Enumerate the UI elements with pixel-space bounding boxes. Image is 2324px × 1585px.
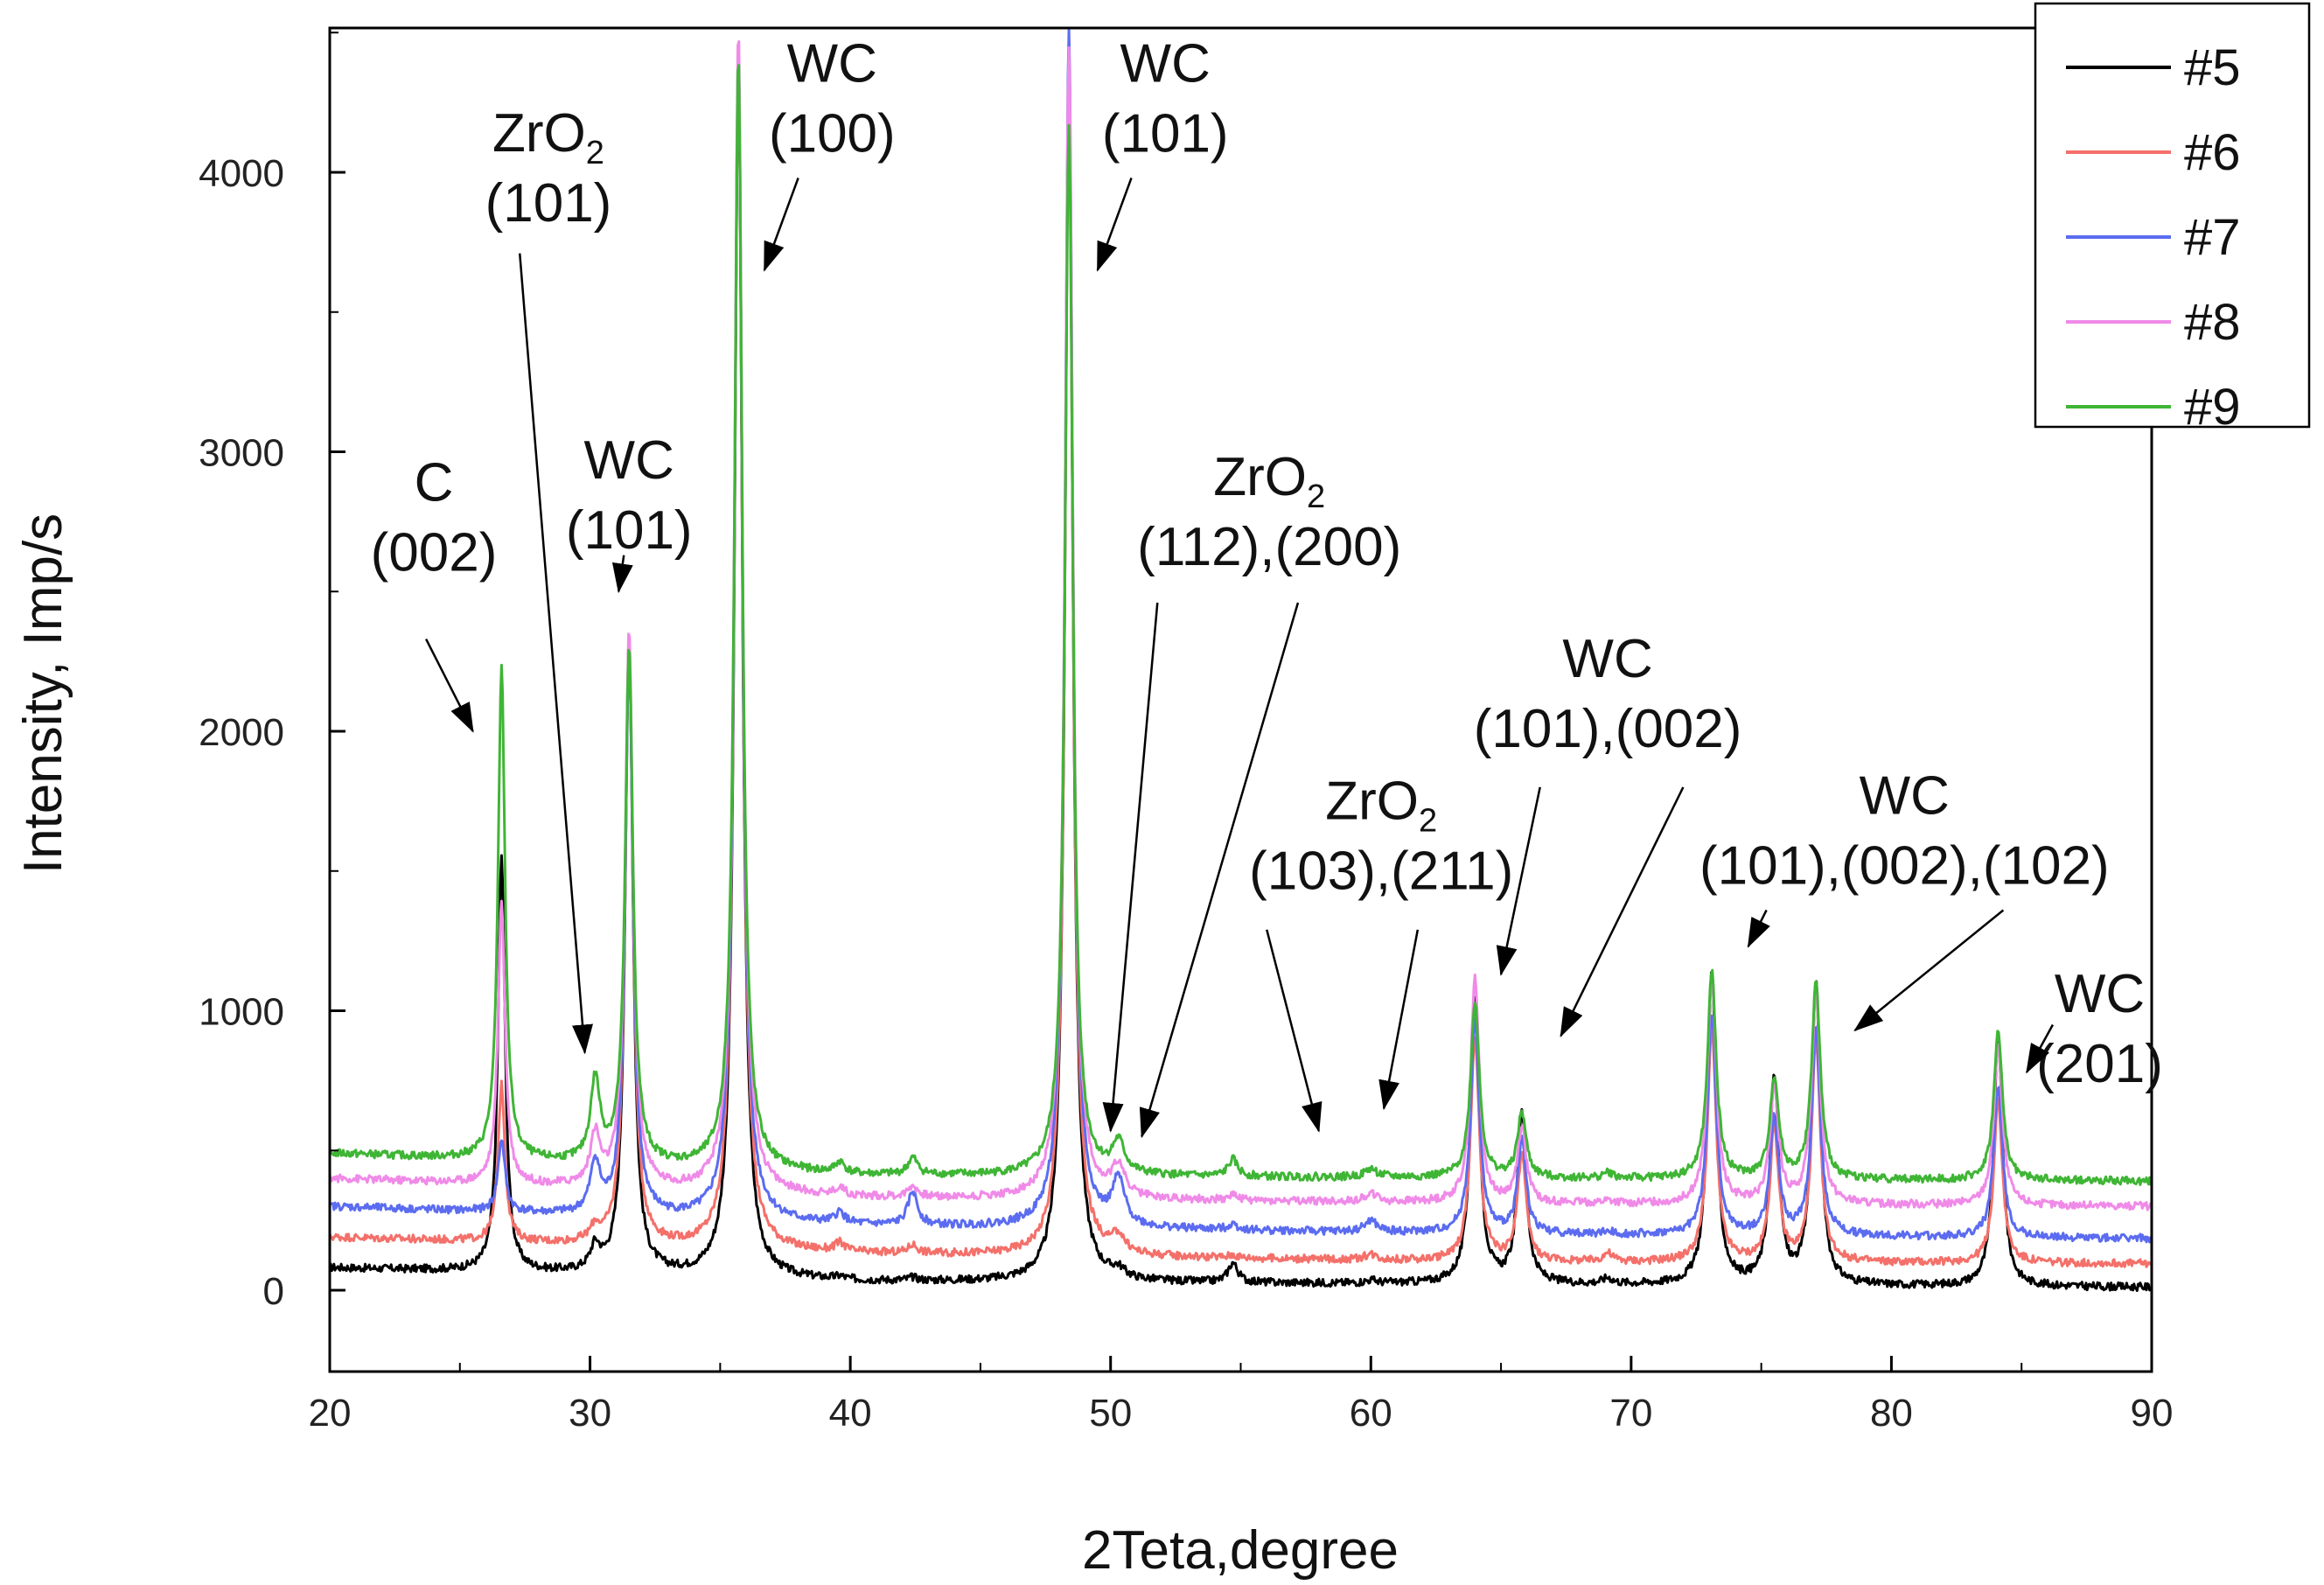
annotation-index-wc-101-002: (101),(002) — [1474, 699, 1742, 759]
x-tick-label-20: 20 — [309, 1392, 352, 1435]
legend-label-n6: #6 — [2184, 124, 2241, 181]
legend-label-n5: #5 — [2184, 39, 2241, 96]
legend-box — [2034, 2, 2311, 429]
annotation-label-wc-201: WC — [2055, 964, 2145, 1024]
ticks-layer: 20 30 40 50 60 70 80 90 0 1000 2000 3000 4000 — [199, 31, 2174, 1435]
annotation-arrow-zro2-101-0 — [518, 253, 593, 1055]
annotation-arrow-wc-101-002-102-0 — [1747, 909, 1770, 948]
annotation-label-wc-101-002-102: WC — [1860, 765, 1950, 826]
annotation-label-wc-101-002: WC — [1562, 629, 1652, 689]
legend: #5 #6 #7 #8 #9 — [2034, 2, 2311, 436]
x-tick-label-30: 30 — [569, 1392, 611, 1435]
annotation-arrow-zro2-103-211-0 — [1266, 929, 1323, 1133]
annotation-arrow-wc-101-002-0 — [1496, 786, 1541, 976]
x-tick-label-70: 70 — [1609, 1392, 1652, 1435]
annotations-layer: C(002)ZrO2(101)WC(101)WC(100)WC(101)ZrO2… — [371, 33, 2163, 1139]
annotation-arrow-zro2-112-200-1 — [1139, 602, 1300, 1139]
annotation-arrow-c-002-0 — [424, 638, 474, 733]
annotation-wc-201: WC (201) — [2026, 964, 2163, 1094]
annotation-label-wc-101-b: WC — [1120, 33, 1211, 94]
annotation-label-zro2-112-200: ZrO2 — [1213, 447, 1325, 515]
annotation-zro2-103-211: ZrO2(103),(211) — [1249, 772, 1513, 1133]
annotation-label-wc-101-a: WC — [584, 430, 674, 491]
annotation-wc-101-b: WC (101) — [1096, 33, 1229, 272]
series-line-n9 — [328, 64, 2153, 1186]
y-axis-title: Intensity, Imp/s — [13, 513, 73, 874]
annotation-index-zro2-112-200: (112),(200) — [1137, 517, 1401, 577]
annotation-index-wc-101-a: (101) — [566, 500, 693, 561]
series-line-n6 — [328, 64, 2153, 1268]
annotation-wc-101-002-102: WC (101),(002),(102) — [1699, 765, 2110, 1032]
annotation-arrow-wc-201-0 — [2026, 1023, 2055, 1074]
annotation-label-wc-100: WC — [787, 33, 877, 94]
annotation-index-wc-100: (100) — [769, 103, 896, 164]
series-layer — [328, 27, 2153, 1292]
annotation-label-zro2-103-211: ZrO2 — [1325, 772, 1437, 840]
annotation-arrow-wc-101-002-1 — [1560, 786, 1685, 1038]
x-tick-label-80: 80 — [1870, 1392, 1913, 1435]
x-tick-label-40: 40 — [829, 1392, 872, 1435]
annotation-zro2-101: ZrO2(101) — [485, 103, 612, 1055]
annotation-subscript: 2 — [1307, 478, 1325, 515]
annotation-subscript: 2 — [586, 135, 604, 171]
annotation-arrow-zro2-103-211-1 — [1378, 929, 1420, 1111]
y-tick-label-1000: 1000 — [199, 991, 284, 1034]
annotation-zro2-112-200: ZrO2(112),(200) — [1102, 447, 1401, 1139]
annotation-label-c-002: C — [415, 453, 454, 513]
annotation-label-zro2-101: ZrO2 — [492, 103, 604, 171]
y-tick-label-3000: 3000 — [199, 432, 284, 475]
annotation-arrow-wc-100-0 — [763, 177, 799, 272]
y-tick-label-2000: 2000 — [199, 711, 284, 754]
x-tick-label-50: 50 — [1089, 1392, 1132, 1435]
legend-label-n9: #9 — [2184, 379, 2241, 436]
annotation-subscript: 2 — [1419, 803, 1437, 840]
annotation-arrow-wc-101-a-0 — [611, 555, 633, 594]
x-tick-label-60: 60 — [1350, 1392, 1392, 1435]
annotation-wc-101-a: WC (101) — [566, 430, 693, 594]
annotation-arrow-wc-101-b-0 — [1096, 177, 1133, 272]
legend-items: #5 #6 #7 #8 #9 — [2066, 39, 2241, 436]
annotation-index-wc-101-b: (101) — [1102, 103, 1229, 164]
y-tick-label-4000: 4000 — [199, 152, 284, 195]
annotation-arrow-wc-101-002-102-1 — [1853, 909, 2005, 1032]
x-tick-label-90: 90 — [2131, 1392, 2174, 1435]
annotation-index-c-002: (002) — [371, 523, 498, 583]
annotation-index-zro2-101: (101) — [485, 173, 612, 234]
annotation-index-zro2-103-211: (103),(211) — [1249, 841, 1513, 902]
annotation-wc-101-002: WC (101),(002) — [1474, 629, 1742, 1038]
annotation-index-wc-201: (201) — [2036, 1034, 2163, 1094]
annotation-index-wc-101-002-102: (101),(002),(102) — [1699, 835, 2110, 896]
annotation-wc-100: WC (100) — [763, 33, 896, 272]
legend-label-n7: #7 — [2184, 209, 2241, 266]
x-axis-title: 2Teta,degree — [1082, 1520, 1399, 1581]
y-tick-label-0: 0 — [263, 1270, 284, 1313]
annotation-c-002: C (002) — [371, 453, 498, 733]
legend-label-n8: #8 — [2184, 294, 2241, 351]
annotation-arrow-zro2-112-200-0 — [1102, 602, 1159, 1133]
series-line-n5 — [329, 66, 2153, 1292]
